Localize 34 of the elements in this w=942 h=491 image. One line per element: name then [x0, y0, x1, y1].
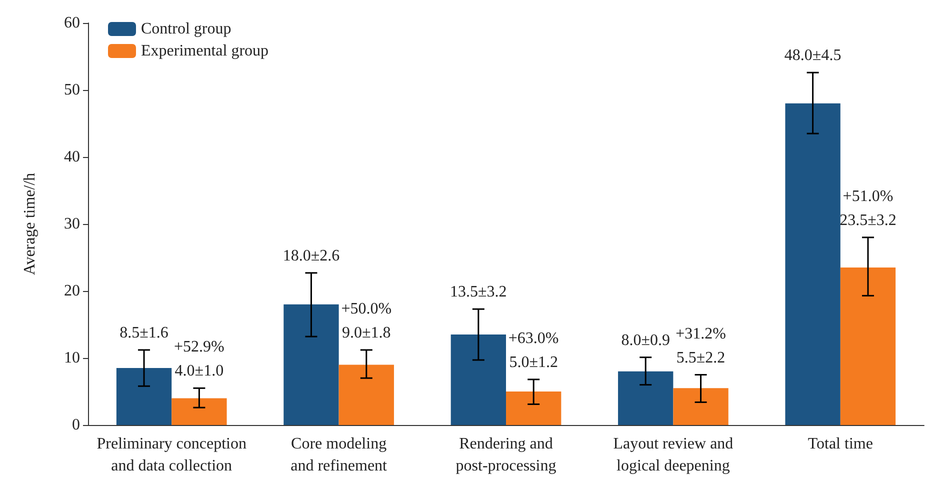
- bar: [338, 364, 394, 425]
- x-tick-label: Rendering and post-processing: [456, 436, 556, 474]
- bar: [673, 388, 728, 425]
- data-label: 48.0±4.5: [784, 47, 842, 64]
- x-tick-label: Total time: [808, 436, 873, 452]
- x-tick-label: Layout review and logical deepening: [613, 436, 734, 474]
- data-label: +52.9% 4.0±1.0: [174, 338, 224, 380]
- bar: [450, 334, 506, 425]
- y-tick-label: 50: [64, 82, 80, 98]
- bar: [284, 304, 339, 425]
- data-label: 8.0±0.9: [621, 332, 670, 349]
- data-label: +50.0% 9.0±1.8: [341, 300, 392, 342]
- y-tick-label: 60: [64, 14, 80, 32]
- data-label: 18.0±2.6: [282, 247, 340, 264]
- y-tick-label: 20: [64, 282, 80, 300]
- y-tick-label: 10: [64, 350, 80, 366]
- bar: [618, 371, 674, 425]
- y-tick-label: 0: [72, 416, 80, 434]
- x-tick-label: Preliminary conception and data collection: [96, 436, 246, 474]
- data-label: +31.2% 5.5±2.2: [676, 325, 726, 366]
- legend-label: Control group: [141, 20, 232, 38]
- legend-label: Experimental group: [141, 42, 269, 60]
- bar: [506, 392, 562, 425]
- data-label: 13.5±3.2: [450, 284, 507, 301]
- bar: [116, 368, 172, 425]
- data-label: +63.0% 5.0±1.2: [508, 330, 559, 371]
- y-tick-label: 40: [64, 148, 80, 166]
- bar: [172, 398, 227, 425]
- bar: [840, 268, 896, 425]
- x-tick-label: Core modeling and refinement: [290, 436, 388, 474]
- y-axis-title: Average time//h: [22, 172, 38, 276]
- data-label: 8.5±1.6: [120, 324, 168, 342]
- y-tick-label: 30: [64, 216, 80, 232]
- bar: [785, 103, 840, 425]
